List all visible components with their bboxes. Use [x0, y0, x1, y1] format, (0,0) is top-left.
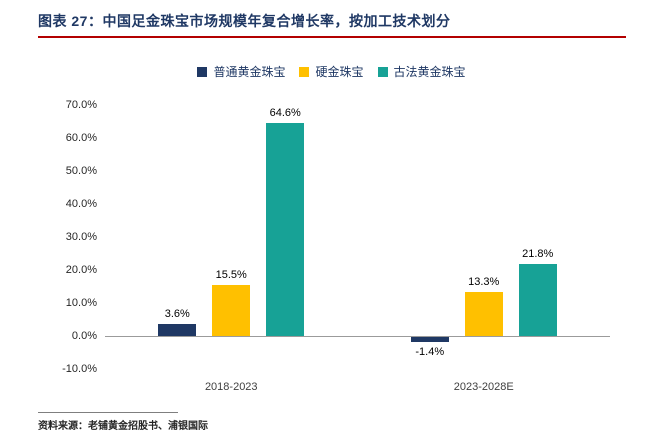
y-tick-label: 10.0% — [65, 297, 97, 309]
legend-swatch-icon — [197, 66, 208, 77]
bar-value-label: 64.6% — [269, 106, 301, 119]
y-tick-label: 40.0% — [65, 198, 97, 210]
y-tick-label: 70.0% — [65, 99, 97, 111]
x-axis-label: 2023-2028E — [453, 381, 514, 393]
chart-legend: 普通黄金珠宝 硬金珠宝 古法黄金珠宝 — [0, 63, 663, 80]
bar-value-label: 3.6% — [164, 308, 190, 321]
legend-item-1: 硬金珠宝 — [299, 63, 364, 80]
bar-series1-cat1 — [464, 292, 503, 336]
zero-axis-line — [105, 336, 610, 337]
y-tick-label: 20.0% — [65, 264, 97, 276]
title-underline-rule — [38, 36, 626, 38]
bar-value-label: 13.3% — [468, 276, 500, 289]
bar-value-label: 15.5% — [215, 268, 247, 281]
y-tick-label: 0.0% — [71, 330, 97, 342]
y-axis: 70.0% 60.0% 50.0% 40.0% 30.0% 20.0% 10.0% 0.0% -… — [0, 99, 97, 375]
chart-title: 图表 27：中国足金珠宝市场规模年复合增长率，按加工技术划分 — [38, 13, 451, 29]
source-divider-line — [38, 412, 178, 413]
bar-value-label: 21.8% — [522, 248, 554, 261]
legend-item-0: 普通黄金珠宝 — [197, 63, 285, 80]
legend-label: 硬金珠宝 — [315, 65, 364, 79]
plot-area: 3.6% 15.5% 64.6% 2018-2023 -1.4% 13.3% 21.8% 20… — [105, 105, 610, 393]
bar-value-label: -1.4% — [415, 345, 445, 358]
bar-series2-cat1 — [518, 264, 557, 336]
source-note: 资料来源：老铺黄金招股书、浦银国际 — [38, 421, 208, 432]
legend-label: 古法黄金珠宝 — [393, 65, 466, 79]
y-tick-label: 30.0% — [65, 231, 97, 243]
legend-item-2: 古法黄金珠宝 — [377, 63, 466, 80]
y-tick-label: 50.0% — [65, 165, 97, 177]
legend-label: 普通黄金珠宝 — [213, 65, 286, 79]
legend-swatch-icon — [299, 66, 310, 77]
y-tick-label: -10.0% — [62, 363, 97, 375]
bar-series2-cat0 — [266, 122, 305, 336]
legend-swatch-icon — [377, 66, 388, 77]
bar-series0-cat0 — [158, 324, 197, 336]
x-axis-label: 2018-2023 — [204, 381, 258, 393]
bar-series1-cat0 — [212, 284, 251, 336]
y-tick-label: 60.0% — [65, 132, 97, 144]
bar-series0-cat1 — [410, 337, 449, 342]
